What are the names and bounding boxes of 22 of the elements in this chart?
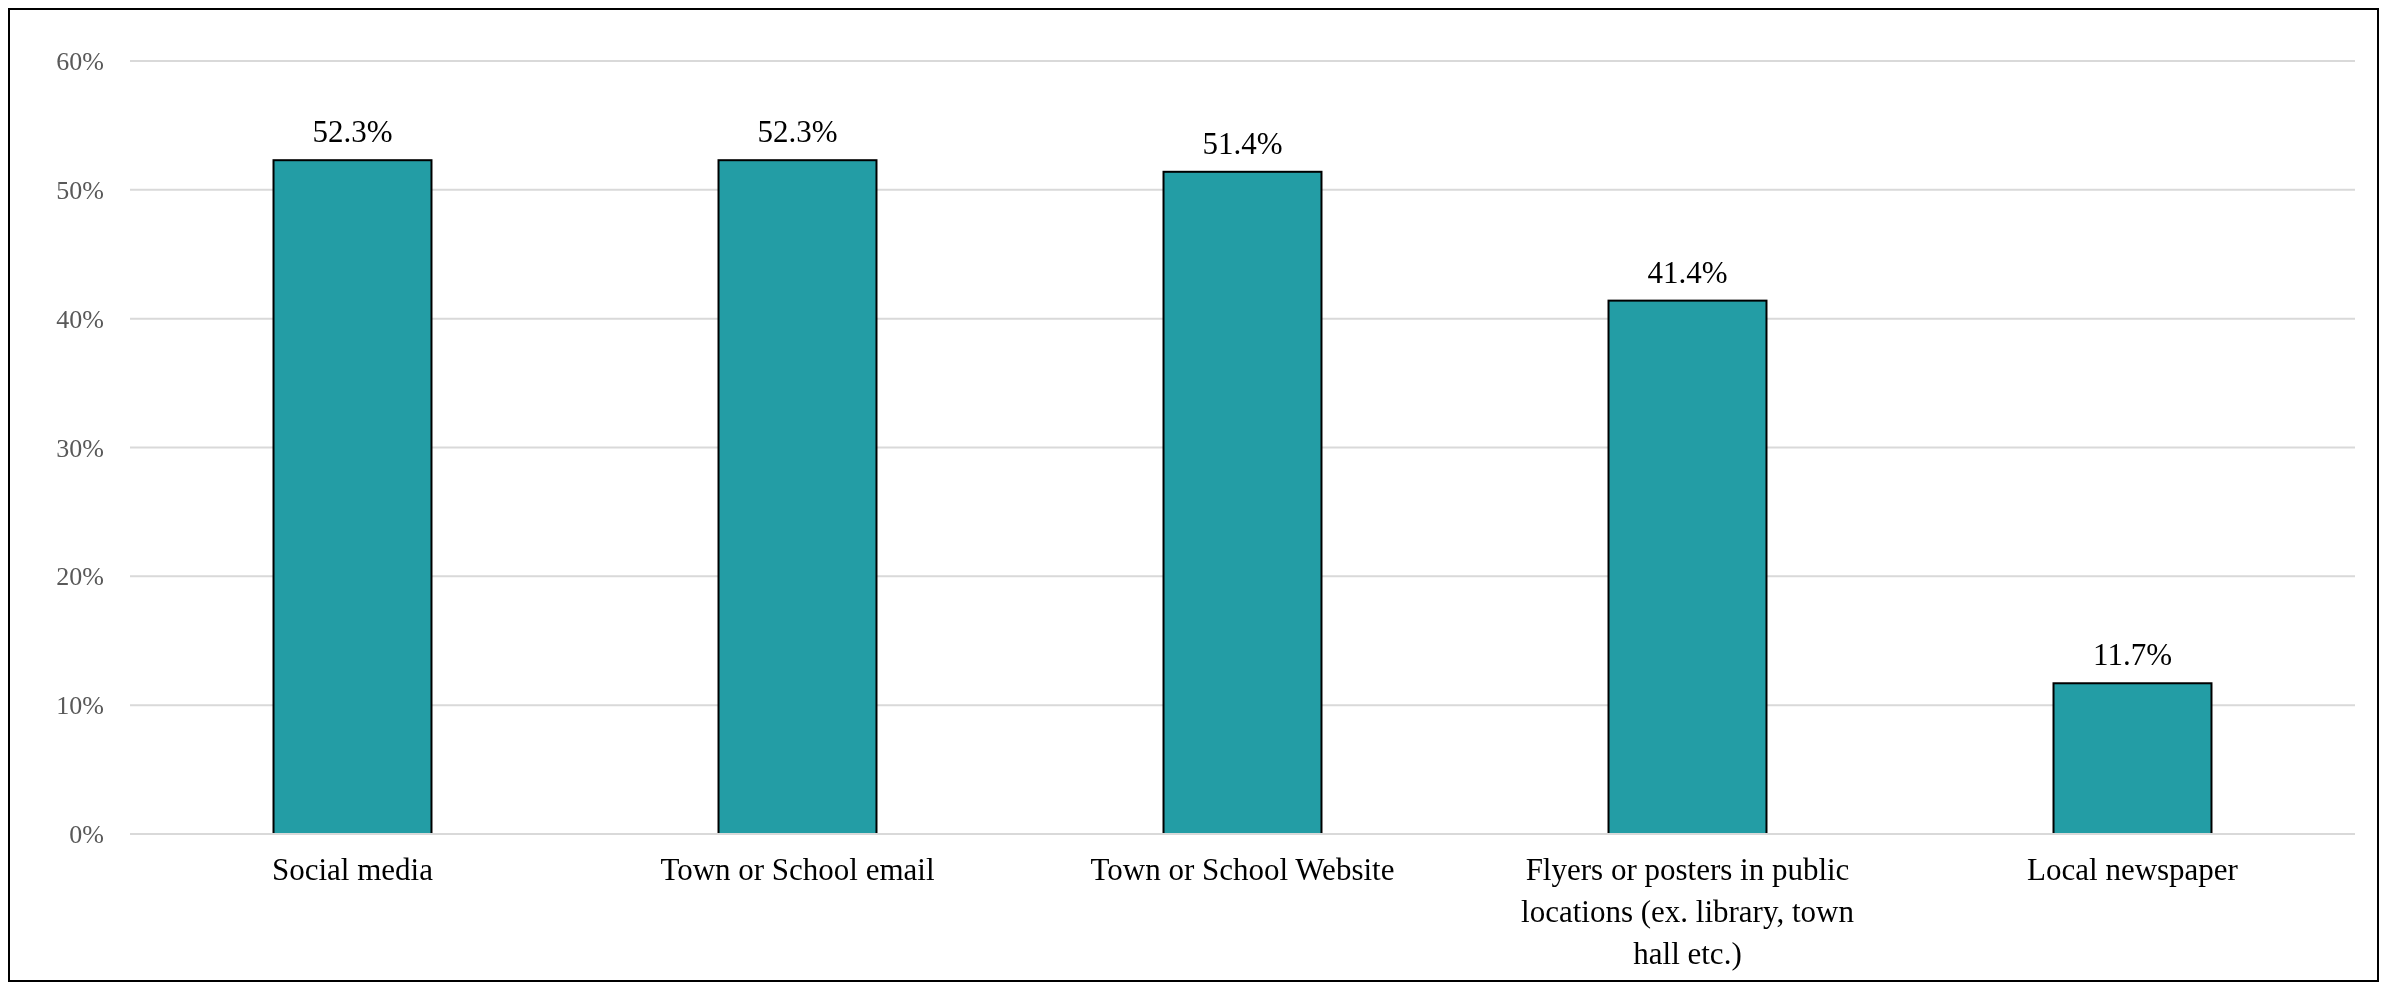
bar (272, 159, 433, 835)
y-tick-label: 30% (56, 433, 104, 463)
bar (2052, 682, 2213, 835)
y-tick-label: 40% (56, 304, 104, 334)
data-label: 51.4% (1202, 125, 1283, 161)
data-label: 52.3% (757, 114, 838, 150)
y-tick-label: 10% (56, 691, 104, 721)
data-label: 52.3% (312, 114, 393, 150)
bar (1607, 299, 1768, 835)
y-tick-label: 20% (56, 562, 104, 592)
x-tick-label: Local newspaper (2027, 852, 2239, 887)
y-tick-label: 0% (69, 820, 104, 850)
x-tick-label: Social media (272, 852, 434, 887)
y-tick-label: 50% (56, 175, 104, 205)
bar (717, 159, 878, 835)
data-label: 41.4% (1647, 254, 1728, 290)
x-tick-label: Flyers or posters in public locations (ex. library, town hall etc.) (1521, 852, 1855, 971)
y-tick-label: 60% (56, 47, 104, 77)
x-tick-label: Town or School Website (1090, 852, 1395, 887)
x-tick-label: Town or School email (660, 852, 935, 887)
data-label: 11.7% (2093, 637, 2172, 673)
bar (1162, 170, 1323, 835)
